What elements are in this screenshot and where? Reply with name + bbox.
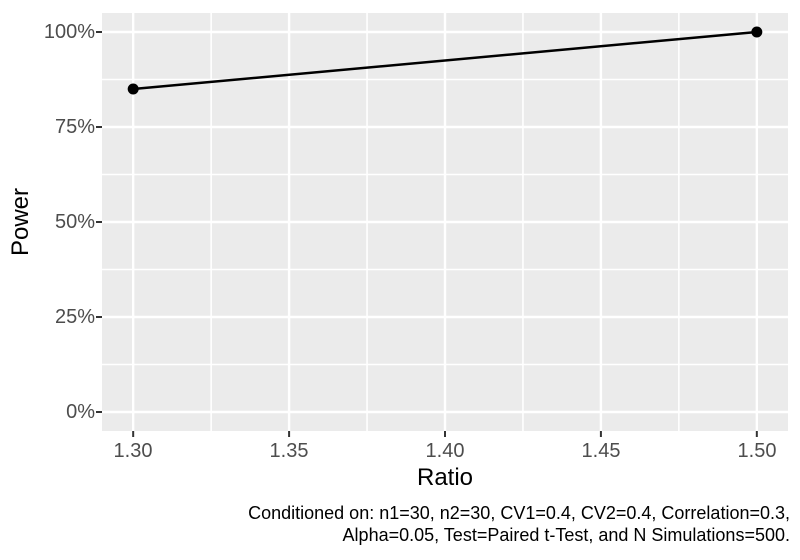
x-tick-label-145: 1.45: [581, 440, 621, 462]
y-tick-label-50: 50%: [54, 211, 95, 233]
x-tick-label-140: 1.40: [425, 440, 465, 462]
y-tick-label-0: 0%: [66, 401, 95, 423]
x-tick-label-150: 1.50: [737, 440, 777, 462]
axis-tick-marks: [96, 31, 758, 437]
data-series-layer: [127, 26, 763, 95]
data-point: [751, 26, 763, 38]
data-point: [127, 83, 139, 95]
caption-line-2: Alpha=0.05, Test=Paired t-Test, and N Si…: [342, 525, 790, 545]
y-tick-label-25: 25%: [54, 306, 95, 328]
chart-caption: Conditioned on: n1=30, n2=30, CV1=0.4, C…: [248, 502, 790, 546]
y-axis-title: Power: [7, 187, 34, 257]
x-tick-label-130: 1.30: [113, 440, 153, 462]
y-tick-label-100: 100%: [43, 21, 95, 43]
x-axis-title: Ratio: [416, 464, 474, 491]
y-tick-label-75: 75%: [54, 116, 95, 138]
caption-line-1: Conditioned on: n1=30, n2=30, CV1=0.4, C…: [248, 503, 790, 523]
x-tick-label-135: 1.35: [269, 440, 309, 462]
gridlines-major: [102, 13, 788, 431]
series-line: [133, 30, 757, 91]
